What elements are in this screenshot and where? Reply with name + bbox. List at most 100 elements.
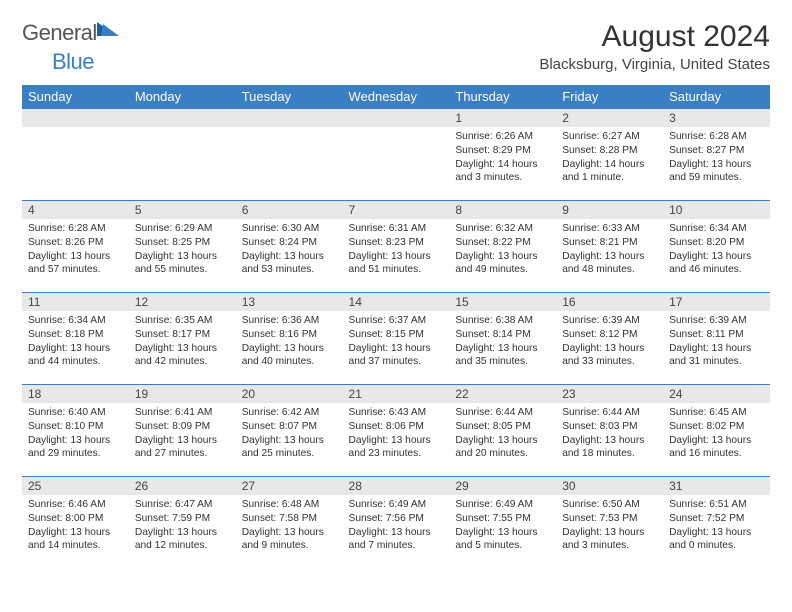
calendar-day-cell: 17Sunrise: 6:39 AMSunset: 8:11 PMDayligh… [663, 293, 770, 385]
calendar-week-row: 25Sunrise: 6:46 AMSunset: 8:00 PMDayligh… [22, 477, 770, 569]
day-number: 2 [556, 109, 663, 127]
calendar-day-cell: 5Sunrise: 6:29 AMSunset: 8:25 PMDaylight… [129, 201, 236, 293]
calendar-week-row: 11Sunrise: 6:34 AMSunset: 8:18 PMDayligh… [22, 293, 770, 385]
day-body: Sunrise: 6:28 AMSunset: 8:26 PMDaylight:… [22, 219, 129, 282]
calendar-day-cell [22, 109, 129, 201]
day-body: Sunrise: 6:38 AMSunset: 8:14 PMDaylight:… [449, 311, 556, 374]
calendar-header-cell: Sunday [22, 85, 129, 109]
day-body: Sunrise: 6:40 AMSunset: 8:10 PMDaylight:… [22, 403, 129, 466]
calendar-day-cell [343, 109, 450, 201]
day-number: 23 [556, 385, 663, 403]
day-body: Sunrise: 6:36 AMSunset: 8:16 PMDaylight:… [236, 311, 343, 374]
calendar-day-cell: 20Sunrise: 6:42 AMSunset: 8:07 PMDayligh… [236, 385, 343, 477]
day-number: 14 [343, 293, 450, 311]
calendar-header-cell: Saturday [663, 85, 770, 109]
day-number: 28 [343, 477, 450, 495]
calendar-day-cell: 6Sunrise: 6:30 AMSunset: 8:24 PMDaylight… [236, 201, 343, 293]
day-body: Sunrise: 6:39 AMSunset: 8:11 PMDaylight:… [663, 311, 770, 374]
day-body: Sunrise: 6:37 AMSunset: 8:15 PMDaylight:… [343, 311, 450, 374]
day-number [236, 109, 343, 127]
day-number: 8 [449, 201, 556, 219]
day-number: 20 [236, 385, 343, 403]
day-body: Sunrise: 6:41 AMSunset: 8:09 PMDaylight:… [129, 403, 236, 466]
calendar-header-cell: Tuesday [236, 85, 343, 109]
calendar-day-cell: 2Sunrise: 6:27 AMSunset: 8:28 PMDaylight… [556, 109, 663, 201]
day-number: 13 [236, 293, 343, 311]
calendar-header-cell: Thursday [449, 85, 556, 109]
day-number: 22 [449, 385, 556, 403]
day-body: Sunrise: 6:26 AMSunset: 8:29 PMDaylight:… [449, 127, 556, 190]
day-body: Sunrise: 6:29 AMSunset: 8:25 PMDaylight:… [129, 219, 236, 282]
day-body: Sunrise: 6:42 AMSunset: 8:07 PMDaylight:… [236, 403, 343, 466]
day-body: Sunrise: 6:50 AMSunset: 7:53 PMDaylight:… [556, 495, 663, 558]
calendar-day-cell: 18Sunrise: 6:40 AMSunset: 8:10 PMDayligh… [22, 385, 129, 477]
calendar-day-cell [236, 109, 343, 201]
day-number: 4 [22, 201, 129, 219]
month-title: August 2024 [539, 20, 770, 54]
day-body [236, 127, 343, 187]
calendar-day-cell: 24Sunrise: 6:45 AMSunset: 8:02 PMDayligh… [663, 385, 770, 477]
day-body: Sunrise: 6:47 AMSunset: 7:59 PMDaylight:… [129, 495, 236, 558]
calendar-day-cell: 27Sunrise: 6:48 AMSunset: 7:58 PMDayligh… [236, 477, 343, 569]
day-body: Sunrise: 6:51 AMSunset: 7:52 PMDaylight:… [663, 495, 770, 558]
day-body: Sunrise: 6:27 AMSunset: 8:28 PMDaylight:… [556, 127, 663, 190]
day-body [22, 127, 129, 187]
calendar-day-cell: 15Sunrise: 6:38 AMSunset: 8:14 PMDayligh… [449, 293, 556, 385]
calendar-header-row: SundayMondayTuesdayWednesdayThursdayFrid… [22, 85, 770, 109]
day-body: Sunrise: 6:33 AMSunset: 8:21 PMDaylight:… [556, 219, 663, 282]
day-number: 3 [663, 109, 770, 127]
day-number: 17 [663, 293, 770, 311]
day-body: Sunrise: 6:49 AMSunset: 7:55 PMDaylight:… [449, 495, 556, 558]
calendar-header-cell: Monday [129, 85, 236, 109]
calendar-day-cell: 1Sunrise: 6:26 AMSunset: 8:29 PMDaylight… [449, 109, 556, 201]
calendar-day-cell: 16Sunrise: 6:39 AMSunset: 8:12 PMDayligh… [556, 293, 663, 385]
day-number: 1 [449, 109, 556, 127]
calendar-day-cell: 9Sunrise: 6:33 AMSunset: 8:21 PMDaylight… [556, 201, 663, 293]
calendar-header-cell: Wednesday [343, 85, 450, 109]
day-body: Sunrise: 6:45 AMSunset: 8:02 PMDaylight:… [663, 403, 770, 466]
calendar-body: 1Sunrise: 6:26 AMSunset: 8:29 PMDaylight… [22, 109, 770, 569]
day-body: Sunrise: 6:43 AMSunset: 8:06 PMDaylight:… [343, 403, 450, 466]
header: General August 2024 Blacksburg, Virginia… [22, 20, 770, 73]
calendar-week-row: 1Sunrise: 6:26 AMSunset: 8:29 PMDaylight… [22, 109, 770, 201]
location-text: Blacksburg, Virginia, United States [539, 56, 770, 73]
day-number: 19 [129, 385, 236, 403]
day-number: 6 [236, 201, 343, 219]
day-body: Sunrise: 6:35 AMSunset: 8:17 PMDaylight:… [129, 311, 236, 374]
calendar-week-row: 4Sunrise: 6:28 AMSunset: 8:26 PMDaylight… [22, 201, 770, 293]
day-number: 16 [556, 293, 663, 311]
calendar-day-cell [129, 109, 236, 201]
day-body: Sunrise: 6:49 AMSunset: 7:56 PMDaylight:… [343, 495, 450, 558]
calendar-day-cell: 29Sunrise: 6:49 AMSunset: 7:55 PMDayligh… [449, 477, 556, 569]
day-body: Sunrise: 6:44 AMSunset: 8:03 PMDaylight:… [556, 403, 663, 466]
day-number: 10 [663, 201, 770, 219]
day-number: 5 [129, 201, 236, 219]
day-body: Sunrise: 6:46 AMSunset: 8:00 PMDaylight:… [22, 495, 129, 558]
day-number: 31 [663, 477, 770, 495]
calendar-day-cell: 25Sunrise: 6:46 AMSunset: 8:00 PMDayligh… [22, 477, 129, 569]
calendar-day-cell: 31Sunrise: 6:51 AMSunset: 7:52 PMDayligh… [663, 477, 770, 569]
calendar-day-cell: 23Sunrise: 6:44 AMSunset: 8:03 PMDayligh… [556, 385, 663, 477]
day-body: Sunrise: 6:28 AMSunset: 8:27 PMDaylight:… [663, 127, 770, 190]
calendar-day-cell: 11Sunrise: 6:34 AMSunset: 8:18 PMDayligh… [22, 293, 129, 385]
day-body: Sunrise: 6:34 AMSunset: 8:20 PMDaylight:… [663, 219, 770, 282]
day-body: Sunrise: 6:48 AMSunset: 7:58 PMDaylight:… [236, 495, 343, 558]
calendar-day-cell: 8Sunrise: 6:32 AMSunset: 8:22 PMDaylight… [449, 201, 556, 293]
calendar-day-cell: 22Sunrise: 6:44 AMSunset: 8:05 PMDayligh… [449, 385, 556, 477]
day-number: 30 [556, 477, 663, 495]
day-number [343, 109, 450, 127]
day-number: 26 [129, 477, 236, 495]
brand-text-general: General [22, 20, 97, 46]
day-body: Sunrise: 6:31 AMSunset: 8:23 PMDaylight:… [343, 219, 450, 282]
day-body [343, 127, 450, 187]
calendar-header-cell: Friday [556, 85, 663, 109]
day-body: Sunrise: 6:34 AMSunset: 8:18 PMDaylight:… [22, 311, 129, 374]
day-number [129, 109, 236, 127]
calendar-day-cell: 10Sunrise: 6:34 AMSunset: 8:20 PMDayligh… [663, 201, 770, 293]
day-number: 7 [343, 201, 450, 219]
day-body: Sunrise: 6:44 AMSunset: 8:05 PMDaylight:… [449, 403, 556, 466]
day-number: 29 [449, 477, 556, 495]
calendar-day-cell: 19Sunrise: 6:41 AMSunset: 8:09 PMDayligh… [129, 385, 236, 477]
day-number: 27 [236, 477, 343, 495]
day-body: Sunrise: 6:32 AMSunset: 8:22 PMDaylight:… [449, 219, 556, 282]
